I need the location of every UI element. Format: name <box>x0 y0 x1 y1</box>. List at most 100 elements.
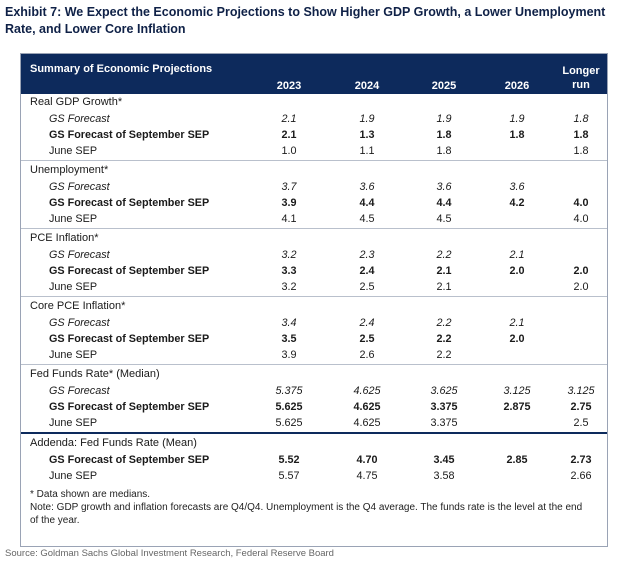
row-label: June SEP <box>49 417 98 429</box>
table-cell: 4.0 <box>573 197 589 209</box>
table-section: Real GDP Growth* GS Forecast 2.1 1.9 1.9 1.9 1… <box>21 94 607 159</box>
table-cell: 3.3 <box>281 265 297 277</box>
table-cell: 2.2 <box>436 349 452 361</box>
exhibit-title: Exhibit 7: We Expect the Economic Projec… <box>5 5 606 36</box>
table-row: June SEP 3.9 2.6 2.2 <box>21 347 607 363</box>
table-row: June SEP 5.625 4.625 3.375 2.5 <box>21 415 607 431</box>
row-label: June SEP <box>49 213 98 225</box>
table-cell: 1.8 <box>573 129 589 141</box>
table-row: GS Forecast 3.2 2.3 2.2 2.1 <box>21 247 607 263</box>
table-cell: 3.6 <box>509 181 525 193</box>
table-cell: 2.1 <box>281 113 297 125</box>
table-cell: 2.73 <box>570 454 592 466</box>
table-cell: 3.7 <box>281 181 297 193</box>
table-cell: 2.1 <box>509 317 525 329</box>
row-label: GS Forecast of September SEP <box>49 197 210 209</box>
section-title: Real GDP Growth* <box>30 96 123 108</box>
table-row: GS Forecast of September SEP 3.9 4.4 4.4 4.2… <box>21 195 607 211</box>
table-cell: 2.4 <box>359 265 375 277</box>
row-label: GS Forecast of September SEP <box>49 333 210 345</box>
table-cell: 4.5 <box>436 213 452 225</box>
table-cell: 3.375 <box>430 401 458 413</box>
col-header-2024: 2024 <box>354 80 380 92</box>
table-cell: 2.3 <box>359 249 375 261</box>
table-section: Unemployment* GS Forecast 3.7 3.6 3.6 3.6 GS F… <box>21 162 607 227</box>
table-row: GS Forecast of September SEP 3.5 2.5 2.2 2.0 <box>21 331 607 347</box>
table-cell: 4.0 <box>573 213 589 225</box>
row-label: GS Forecast <box>49 181 110 193</box>
longer-run-line1: Longer <box>562 65 600 77</box>
row-label: GS Forecast <box>49 385 110 397</box>
table-cell: 2.0 <box>509 333 525 345</box>
table-row: GS Forecast 2.1 1.9 1.9 1.9 1.8 <box>21 111 607 127</box>
section-title: Unemployment* <box>30 164 109 176</box>
table-row: GS Forecast 5.375 4.625 3.625 3.125 3.125 <box>21 383 607 399</box>
table-cell: 3.5 <box>281 333 297 345</box>
table-cell: 2.5 <box>359 281 375 293</box>
longer-run-line2: run <box>572 79 590 91</box>
col-header-2023: 2023 <box>276 80 302 92</box>
table-cell: 1.9 <box>436 113 452 125</box>
section-divider <box>21 364 607 365</box>
table-cell: 4.5 <box>359 213 375 225</box>
col-header-longer-run: Longer run <box>551 64 611 92</box>
table-cell: 1.1 <box>359 145 375 157</box>
table-cell: 4.4 <box>436 197 452 209</box>
table-caption: Summary of Economic Projections <box>30 63 213 75</box>
row-label: GS Forecast of September SEP <box>49 265 210 277</box>
row-label: GS Forecast of September SEP <box>49 129 210 141</box>
table-cell: 1.8 <box>573 113 589 125</box>
table-cell: 3.58 <box>433 470 455 482</box>
table-cell: 3.6 <box>359 181 375 193</box>
section-divider <box>21 296 607 297</box>
row-label: June SEP <box>49 470 98 482</box>
row-label: GS Forecast <box>49 249 110 261</box>
table-cell: 2.875 <box>503 401 531 413</box>
table-cell: 4.625 <box>353 401 381 413</box>
table-cell: 5.52 <box>278 454 300 466</box>
table-cell: 2.4 <box>359 317 375 329</box>
section-title: Fed Funds Rate* (Median) <box>30 368 160 380</box>
table-cell: 5.57 <box>278 470 300 482</box>
table-cell: 3.4 <box>281 317 297 329</box>
table-cell: 1.0 <box>281 145 297 157</box>
table-row: GS Forecast of September SEP 3.3 2.4 2.1 2.0… <box>21 263 607 279</box>
section-divider <box>21 228 607 229</box>
table-cell: 3.125 <box>503 385 531 397</box>
section-divider <box>21 160 607 161</box>
section-divider <box>21 432 607 434</box>
source-line: Source: Goldman Sachs Global Investment … <box>5 548 334 559</box>
row-label: June SEP <box>49 349 98 361</box>
table-row: GS Forecast of September SEP 2.1 1.3 1.8 1.8… <box>21 127 607 143</box>
col-header-2026: 2026 <box>504 80 530 92</box>
table-row: GS Forecast 3.4 2.4 2.2 2.1 <box>21 315 607 331</box>
table-cell: 2.2 <box>436 333 452 345</box>
table-cell: 1.8 <box>509 129 525 141</box>
table-cell: 4.625 <box>353 385 381 397</box>
table-cell: 2.75 <box>570 401 592 413</box>
table-cell: 2.2 <box>436 249 452 261</box>
col-header-2025: 2025 <box>431 80 457 92</box>
table-header: Summary of Economic Projections 2023 202… <box>21 54 607 94</box>
table-row: June SEP 5.57 4.75 3.58 2.66 <box>21 468 607 484</box>
table-cell: 3.125 <box>567 385 595 397</box>
table-cell: 4.4 <box>359 197 375 209</box>
section-title: Core PCE Inflation* <box>30 300 126 312</box>
table-cell: 2.5 <box>573 417 589 429</box>
table-cell: 2.0 <box>573 265 589 277</box>
table-cell: 3.2 <box>281 281 297 293</box>
table-cell: 2.85 <box>506 454 528 466</box>
table-cell: 1.8 <box>436 145 452 157</box>
row-label: June SEP <box>49 281 98 293</box>
table-cell: 4.1 <box>281 213 297 225</box>
table-cell: 3.9 <box>281 349 297 361</box>
table-row: GS Forecast 3.7 3.6 3.6 3.6 <box>21 179 607 195</box>
section-title: Addenda: Fed Funds Rate (Mean) <box>30 437 197 449</box>
asterisk-note: * Data shown are medians. <box>30 489 151 500</box>
row-label: GS Forecast of September SEP <box>49 454 210 466</box>
table-cell: 2.1 <box>436 281 452 293</box>
table-cell: 2.1 <box>509 249 525 261</box>
table-section: PCE Inflation* GS Forecast 3.2 2.3 2.2 2.1 GS … <box>21 230 607 295</box>
row-label: June SEP <box>49 145 98 157</box>
table-cell: 5.625 <box>275 401 303 413</box>
